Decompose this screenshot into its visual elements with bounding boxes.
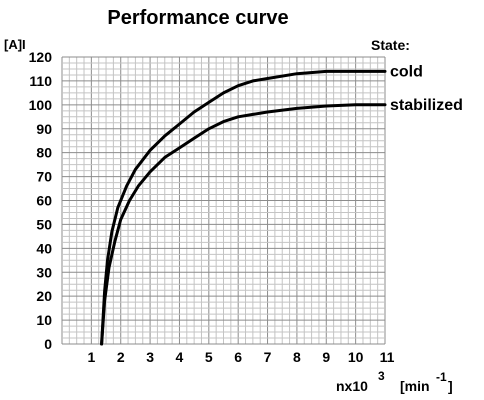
- series-line-cold: [100, 69, 387, 346]
- y-axis-label: [A]I: [4, 37, 26, 52]
- x-tick-label: 5: [205, 349, 213, 365]
- y-tick-label: 40: [36, 240, 52, 256]
- grid: [61, 56, 386, 345]
- y-tick-labels: 0 10 20 30 40 50 60 70 80 90 100 110 120: [29, 49, 53, 352]
- x-axis-label-unit: [min: [400, 378, 430, 394]
- x-tick-label: 3: [146, 349, 154, 365]
- x-tick-labels: 1 2 3 4 5 6 7 8 9 10 11: [87, 349, 394, 365]
- legend-title: State:: [371, 37, 410, 53]
- y-tick-label: 0: [44, 336, 52, 352]
- y-tick-label: 100: [29, 97, 53, 113]
- x-tick-label: 1: [87, 349, 95, 365]
- y-tick-label: 30: [36, 264, 52, 280]
- x-axis-label-close: ]: [448, 378, 453, 394]
- x-tick-label: 4: [176, 349, 184, 365]
- y-tick-label: 110: [29, 73, 52, 89]
- y-tick-label: 50: [36, 216, 52, 232]
- y-tick-label: 10: [36, 312, 52, 328]
- x-axis-label-exponent: 3: [378, 369, 385, 383]
- series-line-stabilized: [100, 103, 387, 346]
- y-tick-label: 20: [36, 288, 52, 304]
- x-tick-label: 8: [293, 349, 301, 365]
- y-tick-label: 90: [36, 121, 52, 137]
- x-tick-label: 9: [322, 349, 330, 365]
- x-tick-label: 7: [264, 349, 272, 365]
- x-tick-label: 2: [117, 349, 125, 365]
- chart-title: Performance curve: [107, 7, 288, 29]
- x-tick-label: 10: [348, 349, 364, 365]
- series-lines: [100, 69, 387, 346]
- series-label-stabilized: stabilized: [390, 97, 463, 114]
- x-axis-label: nx10 3 [min -1 ]: [336, 369, 453, 394]
- x-tick-label: 11: [380, 349, 395, 365]
- y-tick-label: 70: [36, 169, 52, 185]
- series-label-cold: cold: [390, 63, 423, 80]
- series-labels: cold stabilized: [390, 63, 463, 113]
- x-tick-label: 6: [234, 349, 242, 365]
- x-axis-label-base: nx10: [336, 378, 368, 394]
- y-tick-label: 80: [36, 145, 52, 161]
- y-tick-label: 120: [29, 49, 53, 65]
- y-tick-label: 60: [36, 193, 52, 209]
- x-axis-label-unit-exponent: -1: [436, 370, 447, 384]
